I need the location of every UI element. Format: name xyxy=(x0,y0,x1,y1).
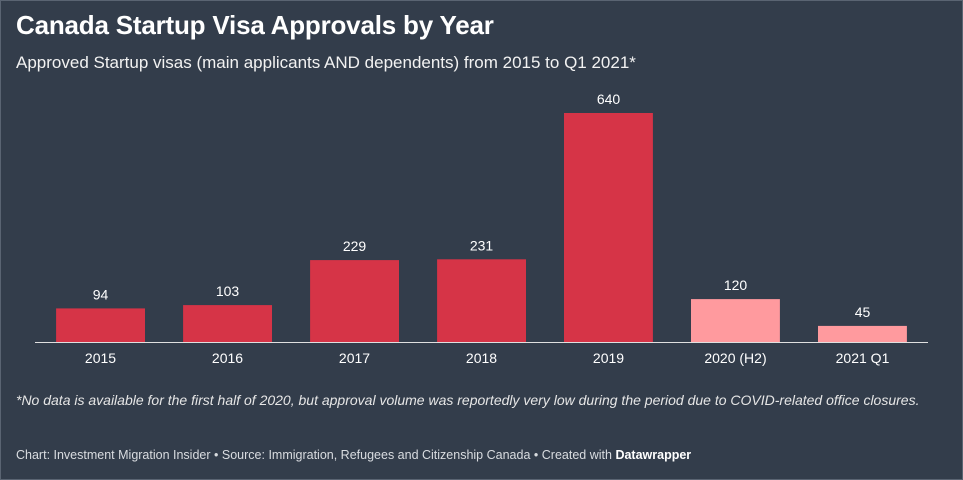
bar-2 xyxy=(310,260,399,342)
created-with-text: Created with xyxy=(541,448,612,462)
footer-separator: • xyxy=(214,448,219,462)
x-tick-label-4: 2019 xyxy=(593,350,624,366)
chart-subtitle: Approved Startup visas (main applicants … xyxy=(16,53,636,72)
footer-separator: • xyxy=(533,448,539,462)
chart-credit: Chart: Investment Migration Insider xyxy=(16,448,211,462)
datawrapper-link[interactable]: Datawrapper xyxy=(615,448,692,462)
bar-chart: 94 2015 103 2016 229 2017 231 2018 640 2019 120 202… xyxy=(35,91,928,366)
bar-5 xyxy=(691,299,780,342)
x-tick-label-3: 2018 xyxy=(466,350,497,366)
chart-footer: Chart: Investment Migration Insider • So… xyxy=(16,448,691,462)
x-tick-label-2: 2017 xyxy=(339,350,370,366)
x-tick-label-0: 2015 xyxy=(85,350,116,366)
footnote: *No data is available for the first half… xyxy=(16,392,920,408)
data-label-0: 94 xyxy=(93,286,109,302)
data-label-5: 120 xyxy=(724,277,748,293)
data-label-6: 45 xyxy=(855,304,871,320)
data-label-1: 103 xyxy=(216,283,240,299)
x-tick-label-1: 2016 xyxy=(212,350,243,366)
bar-1 xyxy=(183,305,272,342)
bar-6 xyxy=(818,325,907,342)
bar-0 xyxy=(56,308,145,342)
data-label-4: 640 xyxy=(597,91,621,107)
x-tick-label-5: 2020 (H2) xyxy=(704,350,766,366)
bar-3 xyxy=(437,259,526,342)
bar-4 xyxy=(564,113,653,342)
x-tick-label-6: 2021 Q1 xyxy=(836,350,890,366)
chart-title: Canada Startup Visa Approvals by Year xyxy=(16,10,494,40)
data-label-3: 231 xyxy=(470,237,494,253)
source-credit: Source: Immigration, Refugees and Citize… xyxy=(221,448,531,462)
data-label-2: 229 xyxy=(343,238,367,254)
